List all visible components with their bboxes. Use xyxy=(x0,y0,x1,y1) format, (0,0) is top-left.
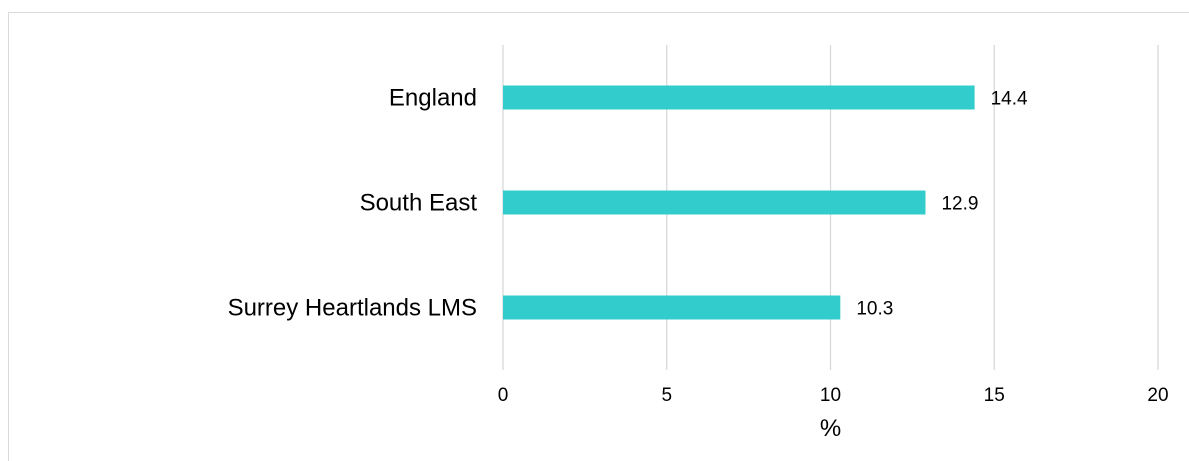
x-tick-label-2: 10 xyxy=(820,385,841,406)
bar-2 xyxy=(503,295,841,320)
category-label-2: Surrey Heartlands LMS xyxy=(228,295,477,322)
bar-0 xyxy=(503,85,975,110)
category-label-0: England xyxy=(389,85,477,112)
x-tick-label-0: 0 xyxy=(498,385,509,406)
x-tick-label-1: 5 xyxy=(661,385,672,406)
bar-1 xyxy=(503,190,926,215)
category-label-1: South East xyxy=(360,190,478,217)
x-tick-label-3: 15 xyxy=(984,385,1005,406)
x-axis-title: % xyxy=(820,415,841,442)
data-label-1: 12.9 xyxy=(941,194,978,215)
data-label-0: 14.4 xyxy=(991,89,1028,110)
data-label-2: 10.3 xyxy=(856,299,893,320)
x-tick-label-4: 20 xyxy=(1147,385,1168,406)
